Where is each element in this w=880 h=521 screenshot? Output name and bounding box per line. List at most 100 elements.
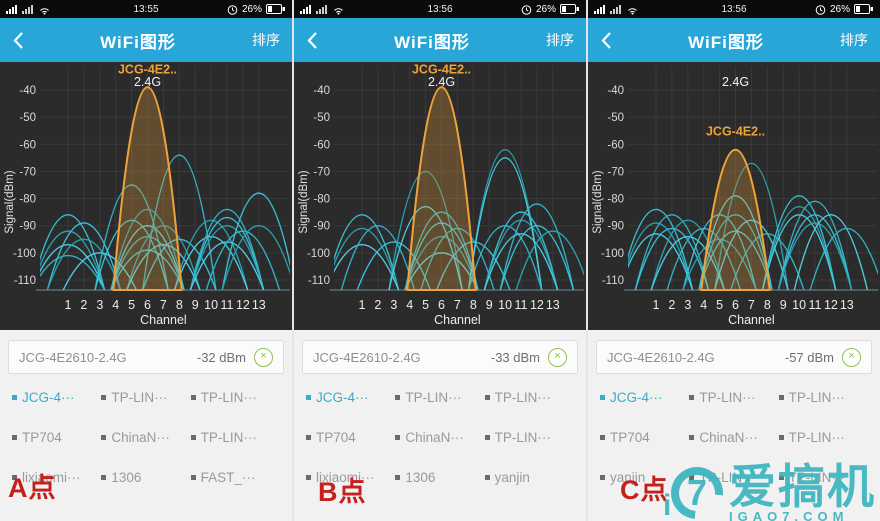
network-item[interactable]: TP-LIN··· xyxy=(778,390,868,405)
page-title: WiFi图形 xyxy=(100,32,176,52)
network-item[interactable]: TP-LIN··· xyxy=(484,390,574,405)
network-item[interactable]: TP704 xyxy=(600,430,689,445)
svg-text:9: 9 xyxy=(192,298,199,312)
network-section: JCG-4E2610-2.4G -57 dBm × JCG-4··· TP-LIN… xyxy=(588,330,880,485)
network-item[interactable]: JCG-4··· xyxy=(12,390,101,405)
bullet-icon xyxy=(689,395,695,400)
network-item[interactable]: yanjin xyxy=(484,470,574,485)
status-bar: 13:55 26% xyxy=(0,0,292,18)
svg-text:11: 11 xyxy=(221,298,234,312)
network-label: TP-LIN··· xyxy=(699,390,756,405)
network-item[interactable]: TP-LIN··· xyxy=(778,430,868,445)
network-label: FAST_··· xyxy=(200,470,256,485)
network-label: TP-LIN··· xyxy=(200,390,257,405)
svg-text:2.4G: 2.4G xyxy=(722,75,749,89)
network-label: ChinaN··· xyxy=(699,430,758,445)
svg-text:11: 11 xyxy=(809,298,822,312)
selected-ssid: JCG-4E2610-2.4G xyxy=(313,349,421,365)
svg-text:-110: -110 xyxy=(602,275,624,287)
network-item[interactable]: 1306 xyxy=(395,470,484,485)
status-bar: 13:56 26% xyxy=(294,0,586,18)
bullet-icon xyxy=(689,475,695,480)
svg-text:-100: -100 xyxy=(13,248,36,260)
svg-text:-70: -70 xyxy=(313,166,330,178)
selected-ssid: JCG-4E2610-2.4G xyxy=(19,349,127,365)
clear-selection-icon[interactable]: × xyxy=(548,347,567,367)
svg-text:6: 6 xyxy=(438,298,445,312)
battery-percent: 26% xyxy=(829,3,850,15)
network-item[interactable]: ChinaN··· xyxy=(395,430,484,445)
network-item[interactable]: TP-LIN··· xyxy=(190,390,280,405)
selected-network-bar[interactable]: JCG-4E2610-2.4G -32 dBm × xyxy=(8,340,284,374)
svg-text:-70: -70 xyxy=(19,166,36,178)
network-item[interactable]: JCG-4··· xyxy=(306,390,395,405)
wifi-spectrum-chart[interactable]: -40 -50 -60 -70 -80 -90 -100 -110 1 2 3 4 5 6 7 8 9 10 11 1… xyxy=(588,62,880,330)
network-item[interactable]: yanjin xyxy=(600,470,689,485)
svg-text:-100: -100 xyxy=(601,248,624,260)
back-icon[interactable] xyxy=(12,31,24,50)
bullet-icon xyxy=(600,395,605,400)
network-item[interactable]: 1306 xyxy=(101,470,190,485)
back-icon[interactable] xyxy=(306,31,318,50)
back-icon[interactable] xyxy=(600,31,612,50)
svg-text:-60: -60 xyxy=(313,139,330,151)
phone-panel-c: 13:56 26% WiFi图形 排序 -40 -50 -60 -70 -80 -90 -1… xyxy=(588,0,880,521)
svg-text:-40: -40 xyxy=(313,85,330,97)
selected-network-bar[interactable]: JCG-4E2610-2.4G -33 dBm × xyxy=(302,340,578,374)
network-item[interactable]: lixiaomi··· xyxy=(12,470,101,485)
selected-network-bar[interactable]: JCG-4E2610-2.4G -57 dBm × xyxy=(596,340,872,374)
app-header: WiFi图形 排序 xyxy=(0,18,292,62)
wifi-spectrum-chart[interactable]: -40 -50 -60 -70 -80 -90 -100 -110 1 2 3 4 5 6 7 8 9 10 11 1… xyxy=(294,62,586,330)
network-item[interactable]: TP-LIN··· xyxy=(778,470,868,485)
svg-text:4: 4 xyxy=(406,298,413,312)
network-item[interactable]: TP-LIN··· xyxy=(190,430,280,445)
bullet-icon xyxy=(306,435,311,440)
network-item[interactable]: TP-LIN··· xyxy=(484,430,574,445)
selected-rssi: -33 dBm xyxy=(490,349,540,365)
app-header: WiFi图形 排序 xyxy=(294,18,586,62)
selected-rssi: -57 dBm xyxy=(784,349,834,365)
sort-button[interactable]: 排序 xyxy=(545,32,574,48)
phone-panel-a: 13:55 26% WiFi图形 排序 -40 -50 -60 -70 -80 -90 -1… xyxy=(0,0,292,521)
network-item[interactable]: FAST_··· xyxy=(190,470,280,485)
network-item[interactable]: TP-LIN··· xyxy=(689,470,778,485)
network-label: lixiaomi··· xyxy=(22,470,81,485)
network-item[interactable]: TP-LIN··· xyxy=(689,390,778,405)
sort-button[interactable]: 排序 xyxy=(839,32,868,48)
svg-text:7: 7 xyxy=(748,298,755,312)
status-time: 13:55 xyxy=(133,3,159,15)
svg-text:1: 1 xyxy=(65,298,72,312)
bullet-icon xyxy=(12,475,17,480)
network-list: JCG-4··· TP-LIN··· TP-LIN··· TP704 ChinaN···… xyxy=(302,390,578,485)
network-item[interactable]: TP-LIN··· xyxy=(395,390,484,405)
network-item[interactable]: TP-LIN··· xyxy=(101,390,190,405)
network-item[interactable]: ChinaN··· xyxy=(101,430,190,445)
network-item[interactable]: JCG-4··· xyxy=(600,390,689,405)
network-label: ChinaN··· xyxy=(405,430,464,445)
network-label: yanjin xyxy=(494,470,530,485)
svg-text:-70: -70 xyxy=(607,166,624,178)
network-label: TP-LIN··· xyxy=(788,470,845,485)
sort-button[interactable]: 排序 xyxy=(251,32,280,48)
bullet-icon xyxy=(689,435,695,440)
network-label: TP-LIN··· xyxy=(788,430,845,445)
network-item[interactable]: TP704 xyxy=(306,430,395,445)
network-item[interactable]: TP704 xyxy=(12,430,101,445)
svg-text:6: 6 xyxy=(732,298,739,312)
page-title: WiFi图形 xyxy=(688,32,764,52)
network-item[interactable]: ChinaN··· xyxy=(689,430,778,445)
clear-selection-icon[interactable]: × xyxy=(254,347,273,367)
svg-text:4: 4 xyxy=(700,298,707,312)
svg-text:3: 3 xyxy=(390,298,397,312)
wifi-spectrum-chart[interactable]: -40 -50 -60 -70 -80 -90 -100 -110 1 2 3 4 5 6 7 8 9 10 11 1… xyxy=(0,62,292,330)
wifi-icon xyxy=(40,8,49,13)
clear-selection-icon[interactable]: × xyxy=(842,347,861,367)
battery-icon xyxy=(854,4,873,14)
svg-text:1: 1 xyxy=(359,298,366,312)
selected-rssi: -32 dBm xyxy=(196,349,246,365)
status-time: 13:56 xyxy=(721,3,747,15)
svg-text:Channel: Channel xyxy=(728,313,775,327)
svg-text:-50: -50 xyxy=(19,112,36,124)
svg-text:10: 10 xyxy=(792,298,806,312)
network-item[interactable]: lixiaomi··· xyxy=(306,470,395,485)
